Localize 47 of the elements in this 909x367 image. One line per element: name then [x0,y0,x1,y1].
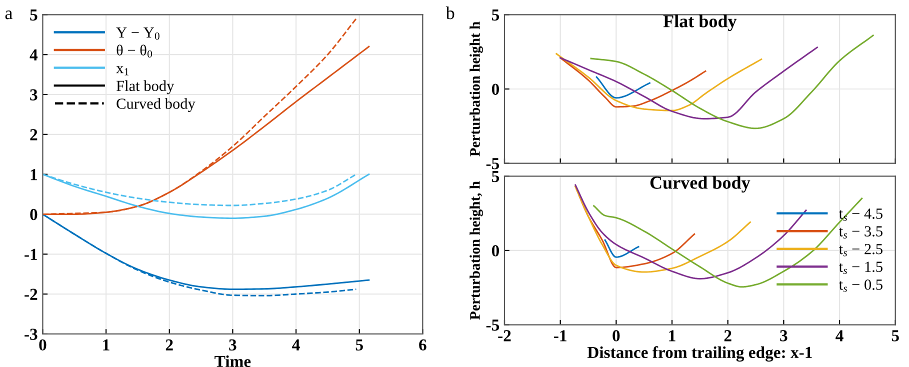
y-tick-label: -5 [486,158,500,170]
y-tick-label: 5 [492,171,500,182]
y-tick-label: -3 [24,328,38,340]
y-tick-label: 5 [30,10,38,21]
x-tick-label: 2 [166,339,173,350]
x-axis-title: Distance from trailing edge: x-1 [587,346,812,362]
x-tick-label: 3 [229,339,236,351]
y-tick-label: -5 [486,320,500,331]
y-tick-label: 0 [30,208,38,220]
text: b [446,6,454,20]
x-tick-label: 5 [356,339,363,351]
legend-label: t$_{s}$ − 0.5 [838,279,882,292]
legend-label: Curved body [116,98,196,112]
legend-label: θ − θ$_{0}$ [116,44,152,58]
x-tick-label: 2 [724,330,732,342]
x-axis-title: Time [214,355,251,367]
x-tick-label: 1 [103,339,110,350]
y-axis-title: Perturbation height h [470,22,483,156]
x-tick-label: 1 [669,330,676,342]
legend-label: Flat body [116,80,174,94]
x-tick-label: 3 [780,330,788,342]
y-tick-label: -1 [24,248,37,260]
x-tick-label: 0 [39,339,46,351]
x-tick-label: -1 [554,330,566,342]
x-tick-label: 4 [836,330,844,342]
x-tick-label: 5 [892,330,899,342]
chart-title: Flat body [663,14,737,32]
legend-label: t$_{s}$ − 1.5 [838,262,882,274]
legend-label: t$_{s}$ − 4.5 [838,208,882,221]
y-tick-label: 0 [492,84,499,95]
x-tick-label: 0 [612,330,620,342]
legend-label: t$_{s}$ − 2.5 [838,244,882,256]
legend-label: Y − Y$_{0}$ [116,28,160,40]
y-tick-label: 1 [30,169,37,180]
legend-label: t$_{s}$ − 3.5 [838,226,882,239]
text: a [5,10,12,20]
y-tick-label: 3 [30,89,38,100]
x-tick-label: 4 [292,339,300,350]
y-tick-label: 5 [492,10,500,21]
chart-title: Curved body [650,176,750,193]
y-axis-title: Perturbation height, h [470,181,483,320]
legend-label: x$_{1}$ [116,66,129,76]
y-tick-label: 2 [30,129,38,140]
x-tick-label: 6 [419,339,426,351]
y-tick-label: 4 [30,49,38,60]
y-tick-label: -2 [24,288,38,300]
y-tick-label: 0 [492,245,499,256]
